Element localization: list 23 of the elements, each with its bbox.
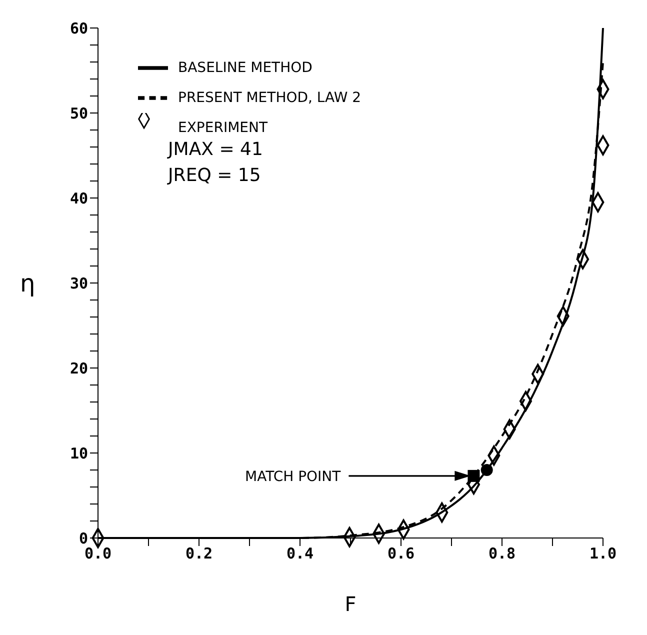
point xyxy=(480,464,493,476)
annotation: MATCH POINT xyxy=(245,468,342,485)
x-tick-label: 0.8 xyxy=(488,544,516,563)
x-tick-label: 0.0 xyxy=(84,544,112,563)
x-axis-title: F xyxy=(344,592,356,616)
y-tick-label: 20 xyxy=(70,359,88,378)
y-tick-label: 40 xyxy=(70,189,88,208)
annotation: JMAX = 41 xyxy=(168,139,263,162)
annotation: JREQ = 15 xyxy=(168,165,262,188)
y-tick-label: 10 xyxy=(70,444,88,462)
legend-label: EXPERIMENT xyxy=(178,120,268,136)
point xyxy=(468,470,480,482)
legend-label: PRESENT METHOD, LAW 2 xyxy=(178,90,362,106)
x-tick-label: 0.6 xyxy=(387,544,415,563)
y-tick-label: 50 xyxy=(70,104,88,122)
y-tick-label: 30 xyxy=(70,274,88,292)
legend-label: BASELINE METHOD xyxy=(178,60,312,76)
y-axis-title: η xyxy=(20,270,36,298)
x-tick-label: 0.2 xyxy=(185,544,213,563)
y-tick-label: 0 xyxy=(78,529,88,548)
x-tick-label: 1.0 xyxy=(589,544,617,563)
y-tick-label: 60 xyxy=(70,19,88,38)
x-tick-label: 0.4 xyxy=(286,544,314,563)
